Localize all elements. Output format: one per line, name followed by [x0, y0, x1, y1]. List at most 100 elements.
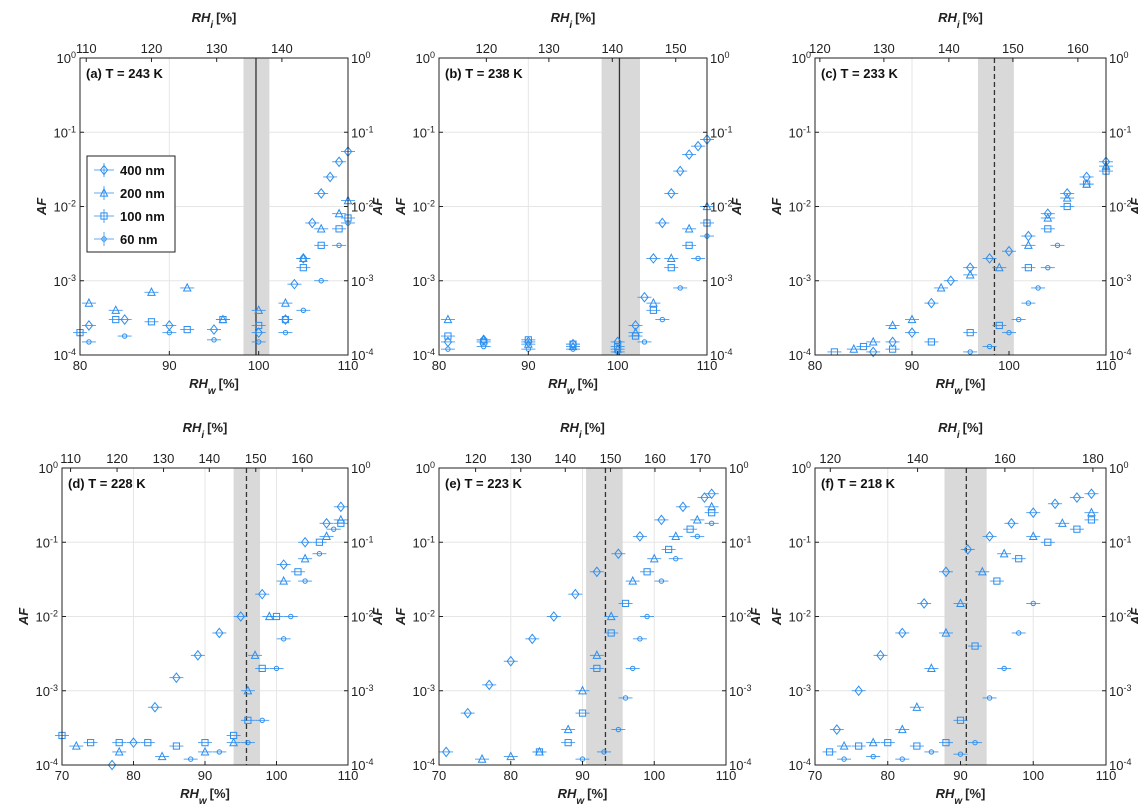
data-point — [578, 685, 587, 695]
x-tick-label: 110 — [716, 768, 737, 783]
x-axis-label-top: RHi [%] — [560, 420, 605, 441]
x-tick-label: 70 — [55, 768, 69, 783]
data-point — [254, 305, 264, 314]
data-point — [593, 664, 601, 672]
y-tick-label-left: 10-1 — [413, 124, 435, 140]
data-point — [995, 321, 1003, 330]
y-tick-label-right: 10-4 — [710, 347, 732, 363]
x-tick-label: 90 — [575, 768, 589, 783]
data-point — [927, 297, 936, 309]
data-point — [300, 307, 307, 313]
data-point — [549, 611, 559, 622]
data-point — [671, 531, 681, 540]
legend-label: 60 nm — [120, 232, 158, 247]
data-point — [298, 253, 308, 262]
panel-title: (b) T = 238 K — [445, 66, 523, 81]
data-point — [640, 291, 649, 303]
data-point — [1004, 245, 1014, 257]
top-tick-label: 160 — [994, 451, 1016, 466]
x-tick-label: 110 — [697, 358, 718, 373]
y-tick-label-right: 10-3 — [1109, 273, 1131, 289]
top-tick-label: 120 — [465, 451, 487, 466]
ice-saturation-band — [977, 58, 1014, 355]
data-point — [255, 321, 263, 330]
y-tick-label-right: 10-1 — [1109, 124, 1131, 140]
top-tick-label: 130 — [538, 41, 560, 56]
x-axis-label-bottom: RHw [%] — [936, 786, 986, 807]
panel-title: (d) T = 228 K — [68, 476, 146, 491]
top-tick-label: 120 — [475, 41, 497, 56]
data-point — [445, 346, 451, 352]
data-point — [182, 282, 192, 292]
y-tick-label-right: 10-4 — [1109, 757, 1131, 773]
data-point — [1015, 555, 1023, 563]
y-axis-label-right: AF — [729, 197, 744, 216]
data-point — [290, 278, 299, 290]
data-point — [1035, 285, 1041, 291]
data-point — [667, 188, 676, 199]
top-tick-label: 160 — [291, 451, 313, 466]
data-point — [621, 599, 630, 608]
data-point — [121, 333, 128, 339]
series-60-nm — [81, 220, 355, 345]
top-tick-label: 150 — [600, 451, 622, 466]
data-point — [963, 544, 973, 555]
data-point — [219, 315, 227, 324]
x-tick-label: 80 — [808, 358, 822, 373]
data-point — [316, 188, 326, 199]
x-axis-label-top: RHi [%] — [192, 10, 237, 31]
data-point — [571, 588, 580, 600]
legend-label: 200 nm — [120, 186, 165, 201]
data-point — [335, 225, 343, 233]
data-point — [112, 315, 120, 324]
data-point — [1073, 525, 1081, 533]
y-tick-label-left: 10-3 — [54, 273, 76, 289]
x-tick-label: 110 — [338, 358, 359, 373]
x-tick-label: 70 — [808, 768, 822, 783]
series-100-nm — [55, 519, 348, 750]
data-point — [643, 568, 651, 576]
data-point — [147, 287, 156, 296]
data-point — [859, 342, 868, 351]
data-point — [1087, 516, 1096, 524]
x-tick-label: 100 — [998, 358, 1020, 373]
x-tick-label: 100 — [607, 358, 629, 373]
data-point — [631, 320, 640, 331]
data-point — [166, 329, 173, 336]
data-point — [884, 739, 892, 747]
data-point — [281, 314, 290, 325]
data-point — [999, 548, 1009, 558]
y-tick-label-right: 10-4 — [351, 347, 373, 363]
y-tick-label-left: 10-4 — [789, 757, 811, 773]
x-tick-label: 100 — [643, 768, 665, 783]
data-point — [855, 742, 863, 750]
top-tick-label: 160 — [644, 451, 666, 466]
data-point — [441, 746, 451, 758]
data-point — [114, 746, 124, 756]
series-60-nm — [575, 520, 719, 762]
data-point — [299, 264, 307, 272]
top-tick-label: 130 — [873, 41, 895, 56]
data-point — [107, 759, 117, 771]
data-point — [317, 241, 325, 249]
legend-marker — [100, 212, 108, 220]
panel-title: (f) T = 218 K — [821, 476, 896, 491]
y-tick-label-right: 100 — [729, 460, 748, 476]
x-tick-label: 100 — [266, 768, 288, 783]
data-point — [927, 338, 935, 346]
data-point — [209, 324, 219, 335]
data-point — [316, 223, 326, 233]
series-100-nm — [440, 219, 714, 351]
data-point — [942, 739, 950, 747]
top-tick-label: 120 — [141, 41, 163, 56]
data-point — [667, 264, 675, 272]
data-point — [658, 578, 665, 584]
y-tick-label-right: 10-1 — [351, 124, 373, 140]
data-point — [506, 751, 516, 761]
data-point — [648, 297, 658, 307]
x-tick-label: 110 — [1096, 768, 1117, 783]
panel-b: 80 90 100 110 120 130 140 150 10-4 10-4 10-3 10-3 10… — [393, 10, 744, 397]
y-tick-label-left: 10-4 — [54, 347, 76, 363]
data-point — [913, 742, 921, 750]
data-point — [1044, 538, 1052, 546]
